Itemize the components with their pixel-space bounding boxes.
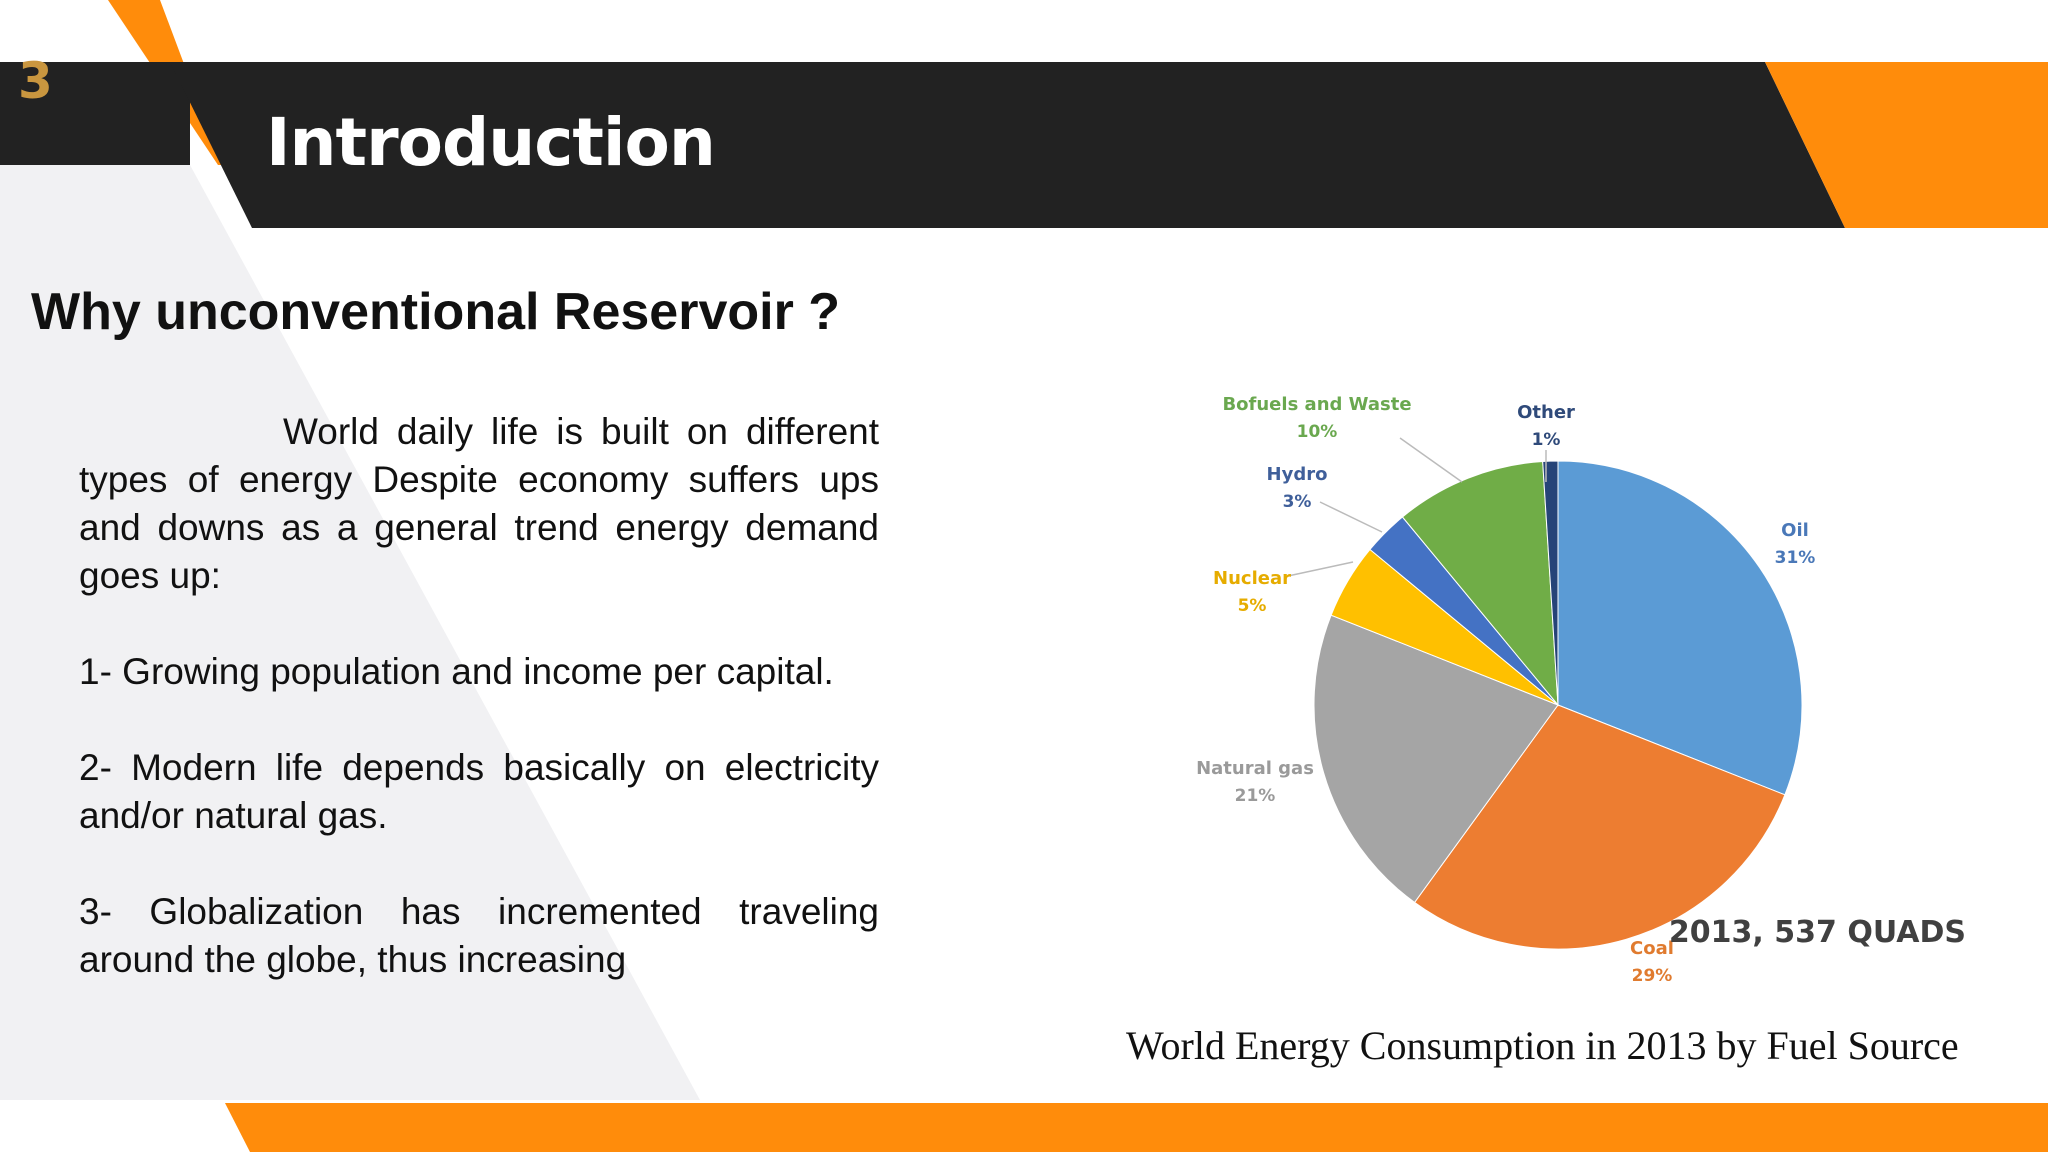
slice-label-oil: Oil bbox=[1781, 520, 1809, 541]
dark-corner-block bbox=[0, 62, 190, 165]
slice-label-natural-gas: Natural gas bbox=[1196, 758, 1314, 779]
point-1: 1- Growing population and income per cap… bbox=[79, 651, 834, 692]
slice-value-coal: 29% bbox=[1632, 966, 1673, 986]
point-3: 3- Globalization has incremented traveli… bbox=[79, 891, 879, 980]
point-2: 2- Modern life depends basically on elec… bbox=[79, 747, 879, 836]
slice-label-bofuels-and-waste: Bofuels and Waste bbox=[1222, 394, 1411, 415]
pie-slice-oil bbox=[1557, 460, 1803, 796]
slice-value-natural-gas: 21% bbox=[1235, 786, 1276, 806]
slice-label-hydro: Hydro bbox=[1267, 464, 1328, 485]
subheading: Why unconventional Reservoir ? bbox=[31, 283, 841, 341]
slice-label-nuclear: Nuclear bbox=[1213, 568, 1291, 589]
leader-line-bofuels-and-waste bbox=[1399, 437, 1463, 483]
dark-title-band bbox=[170, 62, 1845, 228]
slice-value-hydro: 3% bbox=[1283, 492, 1312, 512]
pie-slice-other bbox=[1542, 460, 1559, 706]
orange-corner-block bbox=[1765, 62, 2048, 228]
slice-value-bofuels-and-waste: 10% bbox=[1297, 422, 1338, 442]
pie-slice-bofuels-and-waste bbox=[1401, 460, 1559, 707]
pie-slice-natural-gas bbox=[1313, 614, 1559, 904]
light-diagonal-panel bbox=[0, 165, 700, 1100]
intro-paragraph: World daily life is built on different t… bbox=[79, 411, 879, 596]
chart-caption: World Energy Consumption in 2013 by Fuel… bbox=[1126, 1023, 1959, 1068]
leader-line-hydro bbox=[1319, 501, 1383, 533]
slice-value-nuclear: 5% bbox=[1238, 596, 1267, 616]
slice-label-coal: Coal bbox=[1630, 938, 1674, 959]
slice-label-other: Other bbox=[1517, 402, 1575, 423]
pie-slice-coal bbox=[1413, 704, 1786, 950]
page-number: 3 bbox=[18, 52, 53, 110]
slice-value-oil: 31% bbox=[1775, 548, 1816, 568]
slice-value-other: 1% bbox=[1532, 430, 1561, 450]
slide-title: Introduction bbox=[266, 104, 716, 181]
pie-chart: Oil 31% Coal 29% Natural gas 21% Nuclear 5% Hydr… bbox=[1196, 394, 1966, 986]
bottom-orange-bar bbox=[225, 1103, 2048, 1152]
leader-line-nuclear bbox=[1287, 561, 1354, 577]
chart-annotation: 2013, 537 QUADS bbox=[1669, 915, 1966, 950]
body-text: World daily life is built on different t… bbox=[79, 408, 879, 1032]
